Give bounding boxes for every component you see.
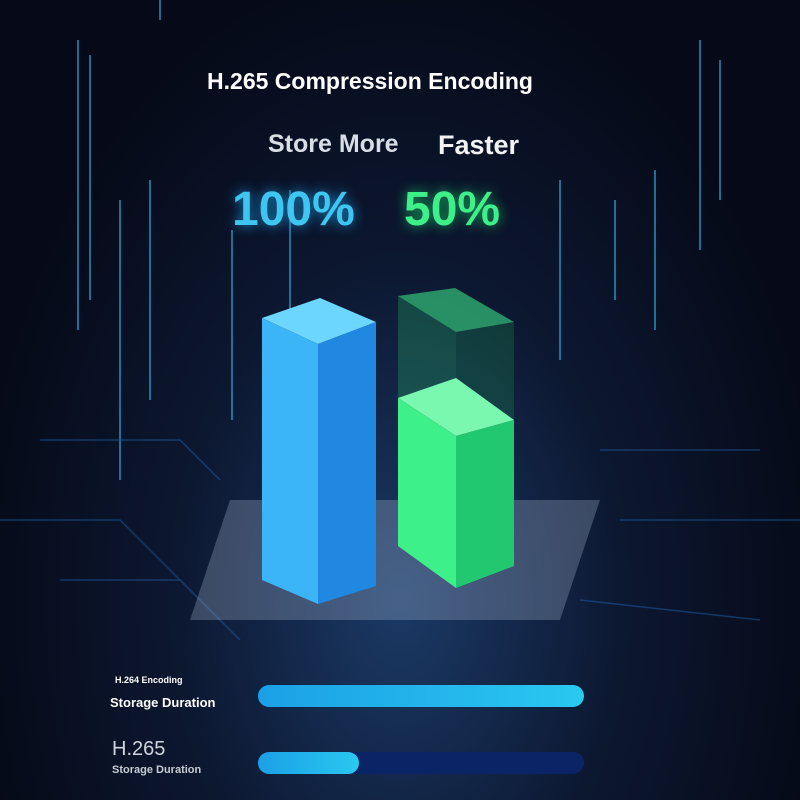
- blue-bar-top: [262, 298, 376, 344]
- green-bar-ghost-top: [398, 288, 514, 332]
- h264-storage-fill: [258, 685, 584, 707]
- green-bar-top: [398, 378, 514, 436]
- h265-storage-bar: [258, 752, 584, 774]
- blue-bar-side: [318, 322, 376, 604]
- stat-speed: 50%: [404, 183, 501, 236]
- h265-codec-label: H.265: [112, 738, 166, 760]
- stat-storage: 100%: [232, 183, 355, 236]
- h264-codec-label: H.264 Encoding: [115, 675, 183, 685]
- chip-glow: [190, 500, 600, 620]
- h264-storage-bar: [258, 685, 584, 707]
- subtitle-store-more: Store More: [268, 130, 399, 158]
- green-bar-front: [398, 398, 456, 588]
- blue-bar-front: [262, 318, 318, 604]
- h264-storage-label: Storage Duration: [110, 695, 216, 710]
- h265-storage-fill: [258, 752, 360, 774]
- green-bar-side: [456, 420, 514, 588]
- subtitle-faster: Faster: [438, 130, 520, 160]
- h265-storage-label: Storage Duration: [112, 764, 202, 776]
- page-title: H.265 Compression Encoding: [207, 68, 533, 94]
